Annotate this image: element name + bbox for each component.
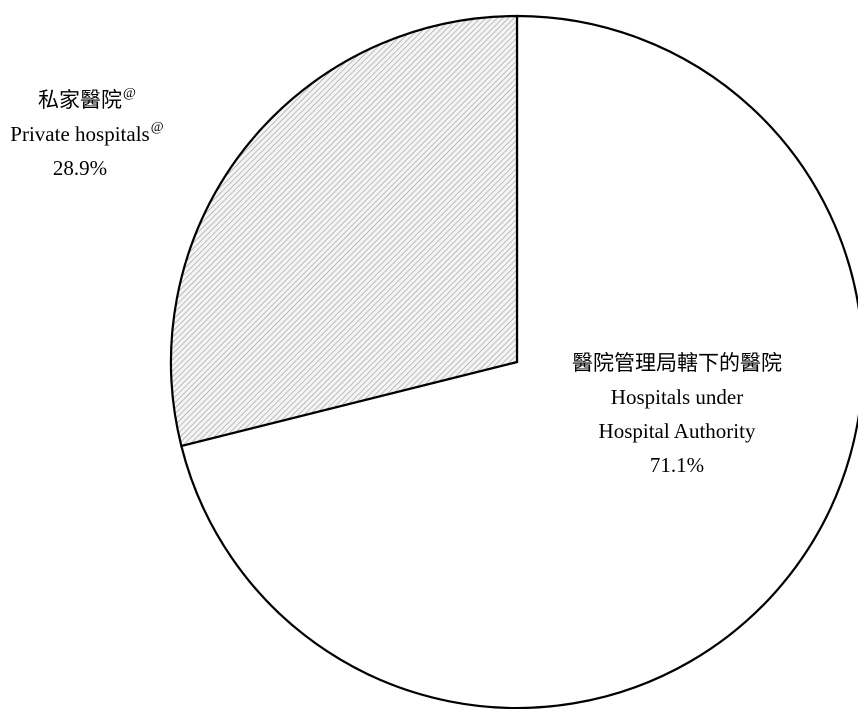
pie-slice	[169, 14, 519, 448]
slice-label: 醫院管理局轄下的醫院	[572, 351, 782, 375]
value-label: 71.1%	[650, 453, 704, 477]
note-mark: @	[123, 86, 136, 101]
slice-label: Private hospitals	[10, 122, 149, 146]
slice-label: 私家醫院	[38, 88, 122, 112]
note-mark: @	[151, 120, 164, 135]
slice-label: Hospitals under	[611, 385, 743, 409]
value-label: 28.9%	[53, 156, 107, 180]
slice-label: Hospital Authority	[599, 419, 756, 443]
pie-slice	[179, 14, 858, 709]
